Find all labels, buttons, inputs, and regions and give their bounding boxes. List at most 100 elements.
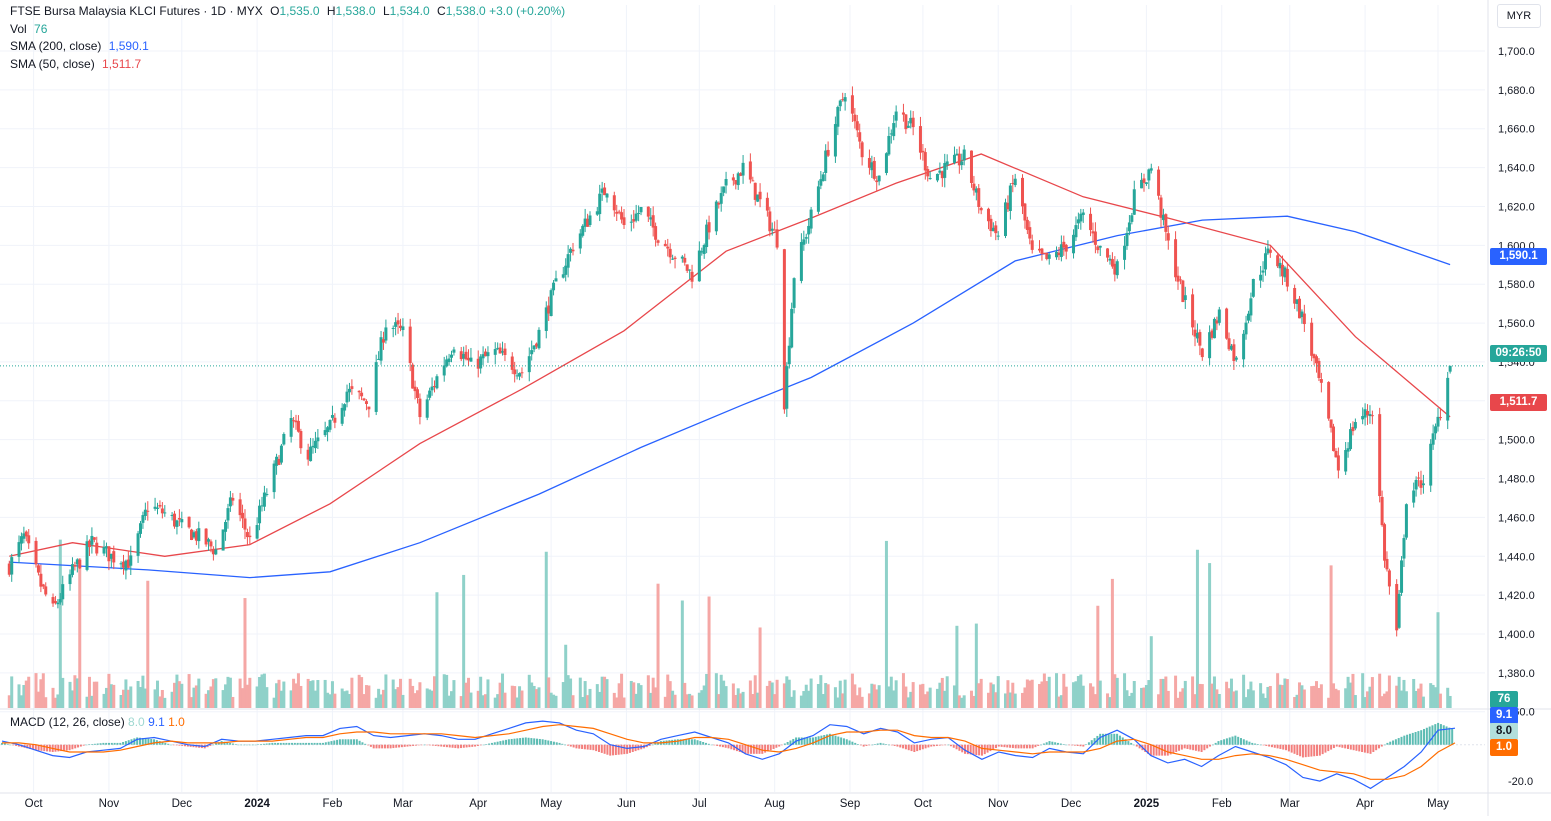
candle-body bbox=[41, 584, 45, 587]
candle-body bbox=[1225, 308, 1229, 339]
volume-bar bbox=[323, 679, 327, 708]
macd-histogram-bar bbox=[693, 739, 696, 745]
macd-histogram-bar bbox=[806, 737, 809, 745]
volume-bar bbox=[1334, 688, 1338, 708]
volume-bar bbox=[938, 682, 942, 708]
volume-bar bbox=[316, 680, 320, 708]
macd-histogram-bar bbox=[119, 742, 122, 745]
macd-histogram-bar bbox=[578, 744, 581, 749]
macd-histogram-bar bbox=[859, 744, 862, 746]
macd-histogram-bar bbox=[550, 741, 553, 745]
volume-bar bbox=[394, 689, 398, 708]
candle-body bbox=[311, 445, 315, 448]
volume-bar bbox=[306, 678, 310, 708]
volume-bar bbox=[226, 676, 230, 708]
macd-histogram-bar bbox=[786, 742, 789, 745]
candle-body bbox=[782, 249, 786, 410]
macd-histogram-bar bbox=[628, 744, 631, 753]
candle-body bbox=[224, 521, 228, 532]
macd-signal-value: 1.0 bbox=[168, 715, 185, 729]
volume-bar bbox=[918, 684, 922, 708]
vol-legend[interactable]: Vol 76 bbox=[10, 21, 565, 39]
volume-bar bbox=[85, 696, 89, 708]
symbol-interval[interactable]: 1D bbox=[210, 4, 227, 18]
price-tick-label: 1,560.0 bbox=[1498, 318, 1535, 330]
macd-histogram-bar bbox=[192, 744, 195, 748]
macd-line-value: 9.1 bbox=[148, 715, 165, 729]
macd-histogram-bar bbox=[186, 744, 189, 747]
volume-bar bbox=[1366, 691, 1370, 708]
candle-body bbox=[510, 356, 514, 370]
candle-body bbox=[163, 512, 167, 514]
macd-histogram-bar bbox=[1372, 744, 1375, 752]
macd-legend[interactable]: MACD (12, 26, close) 8.0 9.1 1.0 bbox=[10, 715, 185, 729]
volume-bar bbox=[748, 680, 752, 708]
volume-bar bbox=[231, 696, 235, 708]
macd-histogram-bar bbox=[1034, 744, 1037, 748]
symbol-row[interactable]: FTSE Bursa Malaysia KLCI Futures · 1D · … bbox=[10, 4, 566, 18]
macd-signal-tag: 1.0 bbox=[1490, 739, 1518, 756]
candle-body bbox=[629, 221, 633, 223]
macd-histogram-bar bbox=[344, 739, 347, 745]
volume-bar bbox=[1074, 681, 1078, 708]
sma200-price-tag: 1,590.1 bbox=[1490, 248, 1547, 265]
candle-body bbox=[258, 505, 262, 524]
volume-bar bbox=[510, 685, 514, 708]
macd-histogram-bar bbox=[541, 739, 544, 745]
macd-histogram-bar bbox=[964, 744, 967, 754]
candle-body bbox=[957, 153, 961, 166]
candle-body bbox=[855, 121, 859, 131]
volume-bar bbox=[469, 692, 473, 708]
volume-bar bbox=[734, 694, 738, 708]
macd-histogram-bar bbox=[313, 742, 316, 745]
sma50-legend[interactable]: SMA (50, close) 1,511.7 bbox=[10, 56, 565, 74]
volume-bar bbox=[309, 681, 313, 708]
candle-body bbox=[1431, 433, 1435, 445]
volume-bar bbox=[836, 697, 840, 708]
candle-body bbox=[1042, 252, 1046, 254]
candle-body bbox=[486, 352, 490, 357]
volume-bar bbox=[875, 689, 879, 708]
sma200-legend[interactable]: SMA (200, close) 1,590.1 bbox=[10, 38, 565, 56]
candle-body bbox=[612, 195, 616, 211]
volume-bar bbox=[770, 682, 774, 708]
vol-label: Vol bbox=[10, 21, 27, 36]
macd-histogram-bar bbox=[482, 744, 485, 746]
candle-body bbox=[391, 327, 395, 329]
symbol-exchange: MYX bbox=[236, 4, 263, 18]
macd-histogram-bar bbox=[138, 737, 141, 745]
macd-histogram-bar bbox=[547, 740, 550, 745]
candle-body bbox=[1055, 251, 1059, 258]
candle-body bbox=[418, 398, 422, 418]
macd-histogram-bar bbox=[969, 744, 972, 755]
candle-body bbox=[724, 178, 728, 186]
volume-bar bbox=[1349, 682, 1353, 708]
volume-bar bbox=[170, 691, 174, 708]
time-axis[interactable]: Oct Nov Dec 2024 Feb Mar Apr May Jun Jul Aug Sep Oct… bbox=[25, 798, 1449, 810]
volume-bar bbox=[1115, 677, 1119, 708]
candle-body bbox=[969, 150, 973, 184]
candle-body bbox=[411, 364, 415, 389]
macd-histogram-bar bbox=[254, 744, 257, 746]
candle-body bbox=[194, 531, 198, 541]
volume-bar bbox=[129, 686, 133, 708]
volume-bar bbox=[163, 697, 167, 708]
macd-histogram-bar bbox=[1358, 744, 1361, 752]
candle-body bbox=[1127, 222, 1131, 232]
currency-button[interactable]: MYR bbox=[1497, 4, 1541, 28]
macd-histogram-bar bbox=[400, 744, 403, 748]
macd-histogram-bar bbox=[885, 744, 888, 745]
volume-bar bbox=[926, 691, 930, 708]
candle-body bbox=[615, 211, 619, 214]
price-axis[interactable]: 1,360.01,380.01,400.01,420.01,440.01,460… bbox=[1498, 46, 1535, 719]
volume-bar bbox=[56, 694, 60, 708]
volume-bar bbox=[243, 598, 247, 708]
candle-body bbox=[1302, 313, 1306, 325]
volume-bar bbox=[17, 684, 21, 708]
macd-histogram-bar bbox=[240, 744, 243, 746]
macd-histogram-bar bbox=[1031, 744, 1034, 749]
volume-bar bbox=[782, 683, 786, 708]
macd-histogram-bar bbox=[1346, 744, 1349, 749]
symbol-name[interactable]: FTSE Bursa Malaysia KLCI Futures bbox=[10, 4, 201, 18]
